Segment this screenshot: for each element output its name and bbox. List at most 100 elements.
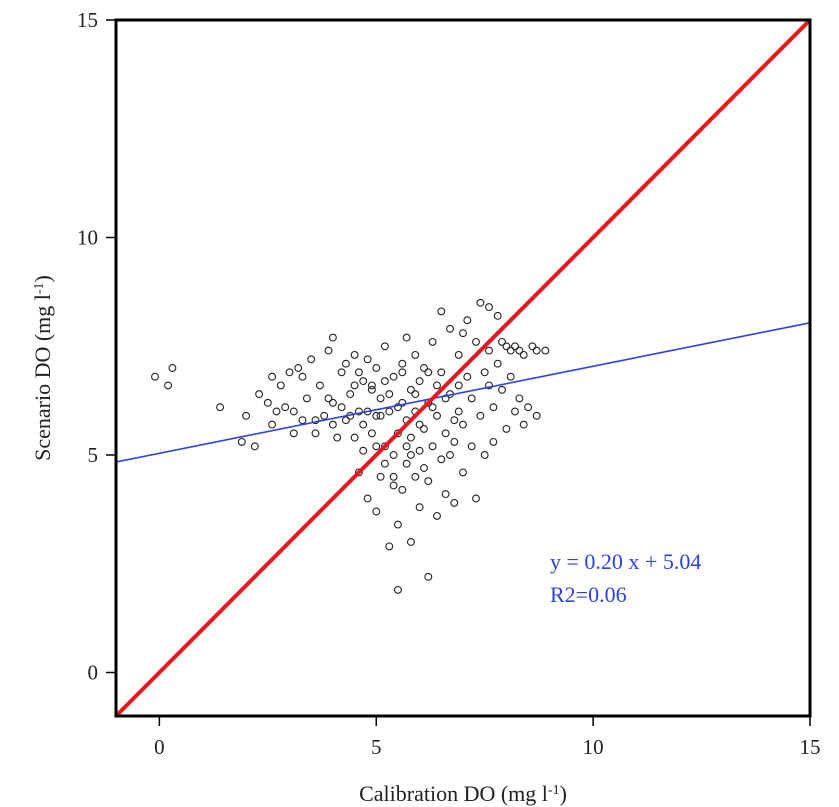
data-point — [420, 464, 428, 472]
data-point — [250, 442, 259, 451]
data-point — [268, 372, 277, 381]
data-point — [164, 381, 173, 390]
data-point — [393, 520, 402, 529]
data-point — [285, 368, 294, 377]
data-point — [428, 442, 437, 451]
data-point — [367, 429, 376, 438]
data-point — [489, 437, 498, 446]
data-point — [402, 459, 411, 468]
data-point — [389, 372, 398, 381]
data-point — [307, 355, 316, 364]
data-point — [272, 407, 281, 416]
data-point — [450, 498, 459, 507]
data-point — [328, 333, 337, 342]
data-point — [480, 368, 489, 377]
data-point — [532, 411, 541, 420]
data-point — [437, 307, 446, 316]
y-axis-title: Scenario DO (mg l-1) — [30, 275, 55, 461]
data-point — [528, 342, 537, 351]
data-point — [237, 437, 246, 446]
data-point — [398, 368, 407, 377]
data-point — [472, 494, 480, 503]
data-point — [415, 503, 424, 512]
data-point — [350, 433, 359, 442]
data-point — [372, 411, 381, 420]
data-point — [324, 346, 333, 355]
data-point — [463, 316, 472, 325]
data-point — [411, 472, 420, 481]
data-point — [459, 329, 467, 338]
data-point — [294, 364, 303, 372]
data-point — [402, 333, 411, 342]
data-point — [359, 446, 368, 455]
x-axis-title: Calibration DO (mg l-1) — [359, 781, 567, 806]
y-tick-label: 0 — [88, 661, 99, 685]
data-point — [502, 424, 511, 433]
data-point — [385, 390, 394, 399]
data-point — [459, 468, 467, 477]
data-point — [485, 303, 493, 312]
data-point — [454, 381, 463, 390]
data-point — [311, 416, 320, 425]
data-point — [389, 451, 398, 459]
data-point — [367, 381, 376, 390]
data-point — [281, 403, 290, 412]
data-point — [489, 403, 498, 412]
data-point — [341, 416, 350, 425]
data-point — [450, 416, 459, 425]
data-point — [441, 490, 450, 499]
data-point — [372, 364, 381, 372]
data-point — [476, 298, 485, 307]
x-tick-label: 10 — [583, 735, 604, 759]
data-point — [463, 372, 472, 381]
data-point — [406, 385, 415, 394]
data-point — [359, 420, 368, 429]
data-point — [420, 364, 428, 372]
data-point — [519, 420, 528, 429]
data-point — [424, 368, 433, 377]
data-point — [420, 424, 428, 433]
data-point — [337, 368, 346, 377]
data-point — [415, 377, 424, 386]
data-point — [354, 368, 363, 377]
data-point — [393, 585, 402, 594]
data-point — [415, 420, 424, 429]
data-point — [437, 455, 446, 464]
data-point — [493, 311, 502, 320]
data-point — [467, 442, 476, 451]
data-point — [406, 433, 415, 442]
data-point — [480, 451, 489, 459]
data-point — [472, 337, 480, 346]
data-point — [385, 407, 394, 416]
x-tick-label: 5 — [371, 735, 382, 759]
data-point — [519, 350, 528, 359]
data-point — [372, 507, 381, 516]
data-point — [441, 394, 450, 403]
data-point — [255, 390, 264, 399]
data-point — [485, 381, 493, 390]
data-point — [459, 420, 467, 429]
data-point — [532, 346, 541, 355]
data-point — [350, 350, 359, 359]
data-point — [402, 442, 411, 451]
data-point — [263, 398, 272, 407]
data-point — [428, 337, 437, 346]
data-point — [337, 403, 346, 412]
data-point — [511, 342, 519, 351]
data-point — [268, 420, 277, 429]
data-point — [376, 394, 385, 403]
data-point — [441, 429, 450, 438]
data-point — [216, 403, 225, 412]
data-point — [315, 381, 324, 390]
data-point — [454, 350, 463, 359]
data-point — [454, 407, 463, 416]
data-point — [446, 324, 454, 333]
data-point — [476, 411, 485, 420]
regression-fit-line — [116, 321, 810, 463]
one-to-one-line — [116, 20, 810, 716]
data-point — [168, 364, 177, 372]
data-point — [320, 411, 329, 420]
data-point — [446, 451, 454, 459]
data-point — [276, 381, 285, 390]
